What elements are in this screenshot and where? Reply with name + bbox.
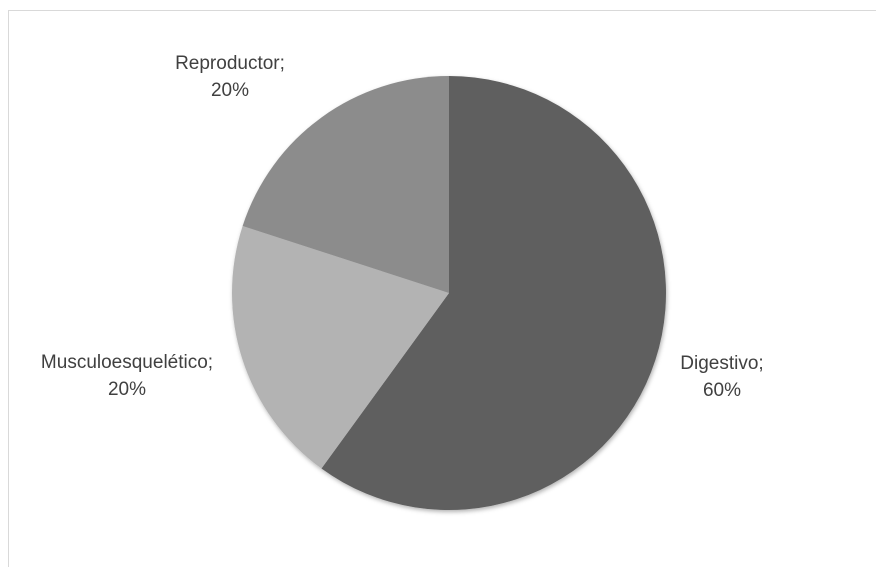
slice-label-musculoesqueletico: Musculoesquelético; 20% bbox=[12, 349, 242, 403]
pie-slice-musculoesqueletico bbox=[231, 225, 449, 469]
slice-label-digestivo-value: 60% bbox=[702, 380, 742, 401]
slice-label-digestivo-name: Digestivo; bbox=[680, 353, 764, 374]
pie-slice-digestivo bbox=[321, 76, 666, 510]
slice-label-reproductor: Reproductor; 20% bbox=[150, 50, 310, 104]
slice-label-musculoesqueletico-name: Musculoesquelético; bbox=[40, 352, 214, 373]
slice-label-reproductor-name: Reproductor; bbox=[175, 53, 285, 74]
pie-slice-reproductor bbox=[242, 76, 449, 293]
slice-label-reproductor-value: 20% bbox=[210, 80, 250, 101]
slice-label-digestivo: Digestivo; 60% bbox=[672, 350, 772, 404]
slice-label-musculoesqueletico-value: 20% bbox=[107, 379, 147, 400]
